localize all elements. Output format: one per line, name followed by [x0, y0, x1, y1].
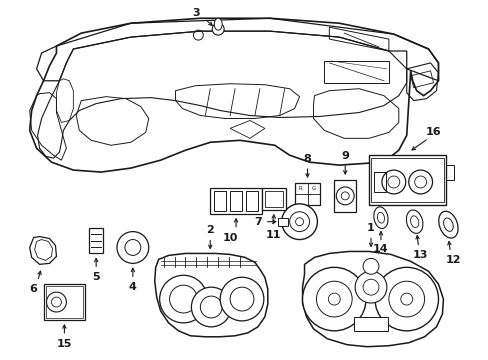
- Text: 15: 15: [57, 339, 72, 349]
- Bar: [368, 155, 446, 205]
- Circle shape: [281, 204, 317, 239]
- Bar: [230, 191, 242, 211]
- Ellipse shape: [214, 18, 222, 30]
- Text: 16: 16: [425, 127, 441, 138]
- Bar: [370, 158, 444, 202]
- Circle shape: [117, 231, 148, 264]
- Circle shape: [220, 277, 264, 321]
- Text: 9: 9: [341, 151, 348, 161]
- Ellipse shape: [406, 210, 422, 233]
- Circle shape: [302, 267, 366, 331]
- Ellipse shape: [373, 207, 387, 229]
- Text: 12: 12: [445, 255, 460, 265]
- Text: 13: 13: [412, 251, 427, 260]
- Bar: [43, 284, 85, 320]
- Bar: [353, 317, 387, 331]
- Text: 5: 5: [92, 272, 100, 282]
- Bar: [262, 188, 285, 210]
- Polygon shape: [30, 18, 438, 172]
- Text: 14: 14: [372, 244, 388, 255]
- Circle shape: [381, 170, 405, 194]
- Text: 10: 10: [222, 233, 237, 243]
- Bar: [334, 180, 355, 212]
- Circle shape: [336, 187, 353, 205]
- Circle shape: [191, 287, 231, 327]
- Bar: [277, 218, 287, 226]
- Text: 11: 11: [265, 230, 281, 239]
- Text: 3: 3: [192, 8, 200, 18]
- Bar: [89, 228, 103, 253]
- Circle shape: [212, 23, 224, 35]
- Text: 6: 6: [30, 284, 38, 294]
- Circle shape: [408, 170, 432, 194]
- Bar: [294, 183, 320, 205]
- Bar: [324, 61, 388, 83]
- Circle shape: [354, 271, 386, 303]
- Ellipse shape: [438, 211, 457, 238]
- Bar: [446, 165, 453, 180]
- Text: 7: 7: [253, 217, 261, 227]
- Bar: [373, 172, 385, 192]
- Text: 2: 2: [206, 225, 214, 235]
- Bar: [210, 188, 262, 214]
- Bar: [264, 191, 282, 207]
- Circle shape: [160, 275, 207, 323]
- Circle shape: [362, 258, 378, 274]
- Bar: [214, 191, 225, 211]
- Circle shape: [374, 267, 438, 331]
- Text: R: R: [298, 186, 302, 192]
- Bar: [245, 191, 257, 211]
- Polygon shape: [154, 253, 267, 337]
- Text: 4: 4: [129, 282, 137, 292]
- Text: 1: 1: [366, 222, 374, 233]
- Polygon shape: [30, 237, 56, 264]
- Text: 8: 8: [303, 154, 311, 164]
- Text: G: G: [311, 186, 315, 192]
- Circle shape: [46, 292, 66, 312]
- Polygon shape: [302, 251, 443, 347]
- Bar: [45, 286, 83, 318]
